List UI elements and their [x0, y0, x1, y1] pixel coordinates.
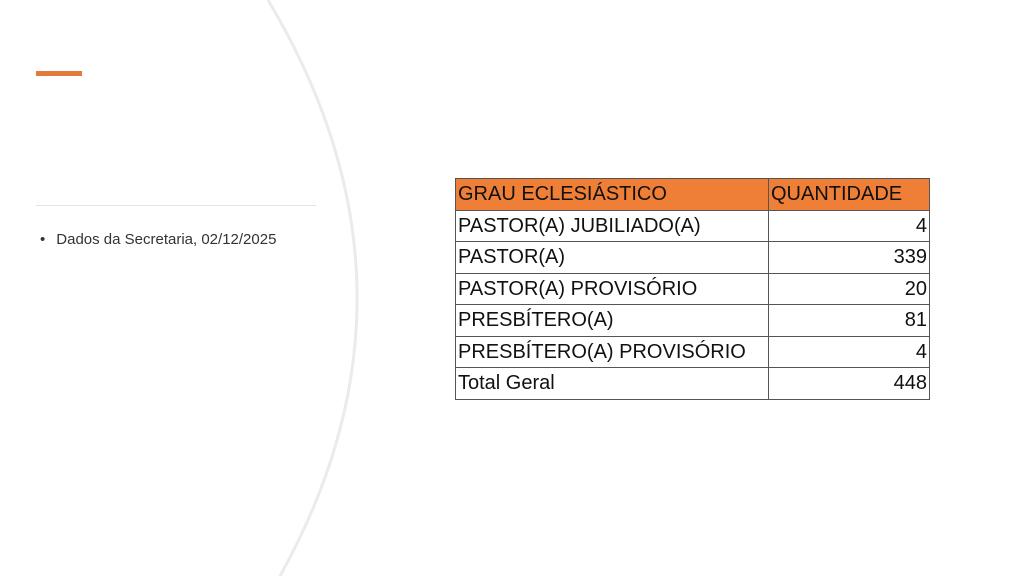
header-quantidade: QUANTIDADE	[768, 178, 930, 211]
table-row: PRESBÍTERO(A) 81	[455, 304, 930, 337]
divider	[36, 205, 316, 206]
cell-grau: PASTOR(A) PROVISÓRIO	[455, 272, 769, 305]
data-table: GRAU ECLESIÁSTICO QUANTIDADE PASTOR(A) J…	[455, 178, 930, 400]
cell-quantidade: 448	[768, 367, 930, 400]
bullet-text: Dados da Secretaria, 02/12/2025	[56, 231, 277, 248]
cell-quantidade: 4	[768, 335, 930, 368]
table-row: Total Geral 448	[455, 367, 930, 400]
bullet-icon: •	[40, 231, 46, 248]
bullet-item: • Dados da Secretaria, 02/12/2025	[40, 231, 276, 248]
accent-bar	[36, 71, 82, 76]
cell-grau: PASTOR(A) JUBILIADO(A)	[455, 209, 769, 242]
table-row: PASTOR(A) JUBILIADO(A) 4	[455, 209, 930, 242]
cell-quantidade: 20	[768, 272, 930, 305]
cell-grau: Total Geral	[455, 367, 769, 400]
cell-quantidade: 339	[768, 241, 930, 274]
cell-grau: PRESBÍTERO(A)	[455, 304, 769, 337]
table-row: PRESBÍTERO(A) PROVISÓRIO 4	[455, 335, 930, 368]
cell-grau: PASTOR(A)	[455, 241, 769, 274]
table-row: PASTOR(A) PROVISÓRIO 20	[455, 272, 930, 305]
cell-quantidade: 81	[768, 304, 930, 337]
cell-quantidade: 4	[768, 209, 930, 242]
header-grau: GRAU ECLESIÁSTICO	[455, 178, 769, 211]
cell-grau: PRESBÍTERO(A) PROVISÓRIO	[455, 335, 769, 368]
table-row: PASTOR(A) 339	[455, 241, 930, 274]
table-header-row: GRAU ECLESIÁSTICO QUANTIDADE	[455, 178, 930, 211]
